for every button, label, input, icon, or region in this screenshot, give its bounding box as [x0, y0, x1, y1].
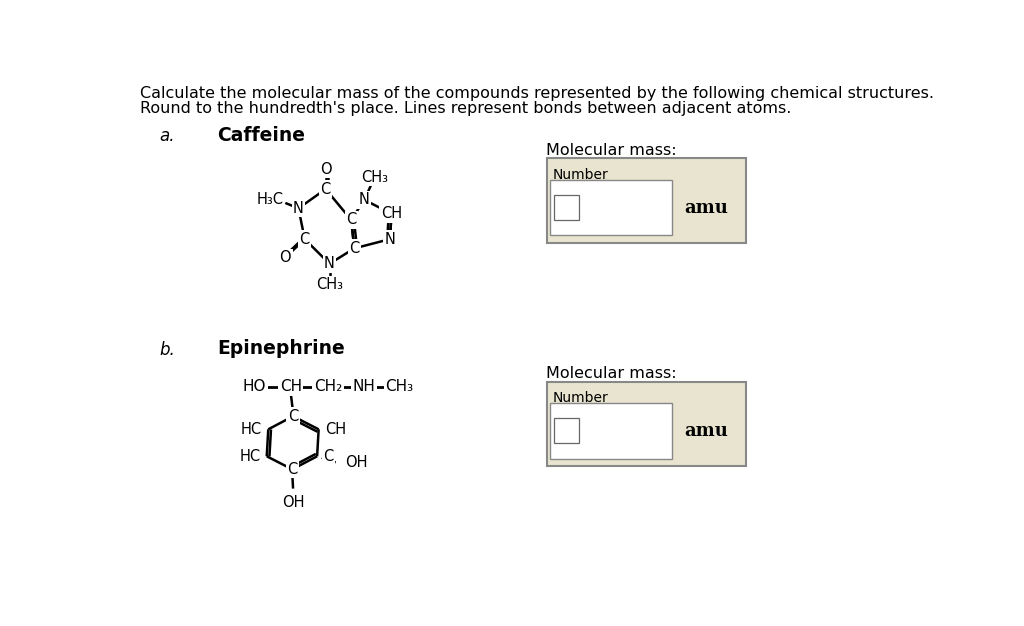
- FancyBboxPatch shape: [550, 403, 673, 459]
- Text: CH₃: CH₃: [360, 170, 388, 185]
- Text: Epinephrine: Epinephrine: [217, 339, 345, 358]
- Text: Molecular mass:: Molecular mass:: [547, 143, 677, 158]
- Text: CH₃: CH₃: [316, 277, 343, 292]
- Text: CH₃: CH₃: [385, 379, 414, 394]
- Text: HC: HC: [240, 449, 260, 464]
- Text: C: C: [346, 212, 356, 227]
- Text: O: O: [280, 250, 291, 265]
- Text: CH: CH: [381, 206, 402, 221]
- FancyBboxPatch shape: [547, 382, 746, 466]
- Text: Round to the hundredth's place. Lines represent bonds between adjacent atoms.: Round to the hundredth's place. Lines re…: [140, 101, 792, 116]
- Text: OH: OH: [282, 495, 304, 510]
- Text: CH: CH: [325, 422, 346, 437]
- Text: Caffeine: Caffeine: [217, 126, 305, 145]
- Text: O: O: [319, 162, 332, 177]
- Bar: [554, 418, 580, 443]
- Text: CH: CH: [280, 379, 302, 394]
- Text: a.: a.: [159, 128, 174, 145]
- FancyBboxPatch shape: [547, 158, 746, 243]
- Text: N: N: [385, 232, 395, 247]
- Bar: [554, 195, 580, 220]
- Text: HC: HC: [241, 422, 262, 437]
- Text: N: N: [324, 256, 335, 271]
- Text: C: C: [349, 241, 359, 256]
- Text: Molecular mass:: Molecular mass:: [547, 366, 677, 381]
- Text: C: C: [324, 449, 334, 464]
- Text: Calculate the molecular mass of the compounds represented by the following chemi: Calculate the molecular mass of the comp…: [140, 86, 934, 101]
- Text: CH₂: CH₂: [313, 379, 342, 394]
- Text: N: N: [359, 192, 370, 207]
- Text: NH: NH: [353, 379, 376, 394]
- Text: amu: amu: [684, 198, 728, 217]
- Text: H₃C: H₃C: [256, 192, 284, 207]
- Text: C: C: [321, 182, 331, 197]
- Text: HO: HO: [243, 379, 266, 394]
- Text: C: C: [300, 232, 310, 247]
- Text: C: C: [287, 462, 297, 477]
- Text: amu: amu: [684, 422, 728, 440]
- Text: N: N: [293, 201, 304, 216]
- Text: b.: b.: [159, 341, 175, 359]
- Text: C: C: [288, 409, 298, 424]
- Text: Number: Number: [553, 391, 608, 405]
- FancyBboxPatch shape: [550, 180, 673, 235]
- Text: Number: Number: [553, 168, 608, 182]
- Text: OH: OH: [345, 455, 368, 470]
